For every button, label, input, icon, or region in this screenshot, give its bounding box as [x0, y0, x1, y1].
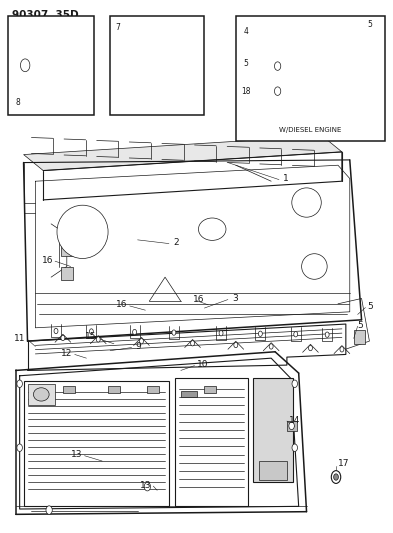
Circle shape — [172, 330, 176, 335]
Circle shape — [259, 331, 263, 336]
Bar — [259, 461, 287, 480]
Text: 5: 5 — [358, 321, 364, 329]
Bar — [253, 378, 293, 482]
Ellipse shape — [33, 388, 49, 401]
Text: 14: 14 — [289, 416, 300, 424]
Text: 2: 2 — [173, 238, 178, 247]
Text: 5: 5 — [368, 20, 373, 29]
Circle shape — [46, 506, 52, 514]
Text: 16: 16 — [42, 256, 53, 264]
Text: 18: 18 — [242, 87, 251, 95]
Circle shape — [274, 87, 281, 95]
Circle shape — [340, 346, 344, 352]
Bar — [61, 243, 73, 256]
Text: 8: 8 — [16, 98, 20, 107]
Text: 15: 15 — [84, 333, 96, 341]
Circle shape — [191, 341, 195, 346]
Bar — [354, 330, 365, 344]
Text: 13: 13 — [140, 481, 151, 489]
Bar — [175, 378, 248, 506]
Circle shape — [289, 422, 294, 430]
Text: 12: 12 — [61, 349, 73, 358]
Circle shape — [234, 342, 238, 348]
Text: W/DIESEL ENGINE: W/DIESEL ENGINE — [279, 127, 342, 133]
Text: 4: 4 — [244, 27, 249, 36]
Bar — [28, 384, 55, 405]
Text: 16: 16 — [116, 301, 128, 309]
Circle shape — [269, 344, 273, 349]
Bar — [236, 16, 385, 141]
Circle shape — [274, 62, 281, 70]
Text: 5: 5 — [244, 59, 249, 68]
Bar — [108, 386, 120, 393]
Bar — [61, 266, 73, 280]
Circle shape — [309, 345, 312, 351]
Ellipse shape — [302, 254, 327, 279]
Circle shape — [292, 380, 298, 387]
Text: 13: 13 — [71, 450, 83, 459]
Circle shape — [61, 335, 65, 341]
Text: 10: 10 — [196, 360, 208, 369]
Circle shape — [90, 329, 94, 334]
Bar — [181, 391, 196, 397]
Circle shape — [331, 471, 341, 483]
Ellipse shape — [292, 188, 321, 217]
Text: 5: 5 — [367, 302, 373, 311]
Text: 17: 17 — [338, 459, 349, 468]
Bar — [287, 421, 297, 431]
Bar — [147, 386, 159, 393]
Circle shape — [133, 329, 137, 335]
Circle shape — [96, 337, 100, 342]
Circle shape — [144, 482, 151, 491]
Bar — [24, 381, 169, 506]
Text: 11: 11 — [14, 334, 26, 343]
Circle shape — [219, 330, 223, 336]
Text: 7: 7 — [115, 23, 120, 33]
Text: 90307  35D: 90307 35D — [12, 10, 79, 20]
Circle shape — [140, 338, 143, 344]
Text: 9: 9 — [136, 342, 141, 351]
Circle shape — [325, 332, 329, 337]
Text: 3: 3 — [232, 294, 238, 303]
Circle shape — [294, 332, 298, 337]
Ellipse shape — [57, 205, 108, 259]
Circle shape — [20, 59, 30, 72]
Circle shape — [292, 444, 298, 451]
Circle shape — [54, 328, 58, 334]
Text: 1: 1 — [283, 174, 289, 183]
Bar — [204, 386, 216, 393]
Circle shape — [17, 380, 22, 387]
Text: 16: 16 — [193, 295, 204, 304]
Ellipse shape — [198, 218, 226, 240]
Bar — [110, 16, 204, 115]
Polygon shape — [24, 136, 342, 171]
Bar — [8, 16, 94, 115]
Bar — [63, 386, 75, 393]
Circle shape — [17, 444, 22, 451]
Circle shape — [334, 474, 338, 480]
